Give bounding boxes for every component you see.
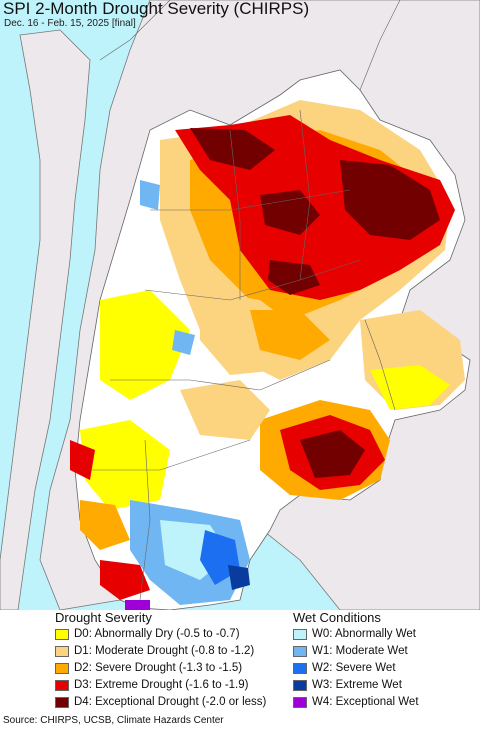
legend-item-d1: D1: Moderate Drought (-0.8 to -1.2)	[55, 643, 254, 659]
legend-item-w4: W4: Exceptional Wet	[293, 694, 419, 710]
legend-item-d2: D2: Severe Drought (-1.3 to -1.5)	[55, 660, 242, 676]
legend-item-d0: D0: Abnormally Dry (-0.5 to -0.7)	[55, 626, 240, 642]
legend-label-d1: D1: Moderate Drought (-0.8 to -1.2)	[74, 645, 255, 657]
swatch-d0	[55, 628, 69, 640]
swatch-d4	[55, 696, 69, 708]
legend-label-d3: D3: Extreme Drought (-1.6 to -1.9)	[74, 679, 249, 691]
wet-legend-heading: Wet Conditions	[293, 610, 381, 625]
wet-patches	[125, 180, 250, 610]
swatch-w0	[293, 628, 307, 640]
swatch-d2	[55, 662, 69, 674]
legend-item-w0: W0: Abnormally Wet	[293, 626, 416, 642]
legend-label-w3: W3: Extreme Wet	[312, 679, 402, 691]
drought-map	[0, 0, 480, 610]
legend-item-d3: D3: Extreme Drought (-1.6 to -1.9)	[55, 677, 248, 693]
drought-legend-heading: Drought Severity	[55, 610, 152, 625]
swatch-d1	[55, 645, 69, 657]
legend-label-d4: D4: Exceptional Drought (-2.0 or less)	[74, 696, 267, 708]
map-subtitle: Dec. 16 - Feb. 15, 2025 [final]	[4, 18, 136, 29]
legend-item-w3: W3: Extreme Wet	[293, 677, 402, 693]
map-title: SPI 2-Month Drought Severity (CHIRPS)	[3, 0, 310, 18]
legend-label-w1: W1: Moderate Wet	[312, 645, 408, 657]
source-credit: Source: CHIRPS, UCSB, Climate Hazards Ce…	[3, 715, 224, 726]
swatch-w3	[293, 679, 307, 691]
legend-label-w0: W0: Abnormally Wet	[312, 628, 416, 640]
legend-label-d0: D0: Abnormally Dry (-0.5 to -0.7)	[74, 628, 240, 640]
legend: Drought Severity D0: Abnormally Dry (-0.…	[0, 610, 480, 710]
swatch-w4	[293, 696, 307, 708]
legend-label-w4: W4: Exceptional Wet	[312, 696, 419, 708]
legend-label-w2: W2: Severe Wet	[312, 662, 396, 674]
admin-borders	[90, 0, 401, 601]
legend-item-w2: W2: Severe Wet	[293, 660, 396, 676]
legend-item-d4: D4: Exceptional Drought (-2.0 or less)	[55, 694, 266, 710]
swatch-d3	[55, 679, 69, 691]
swatch-w1	[293, 645, 307, 657]
swatch-w2	[293, 662, 307, 674]
legend-label-d2: D2: Severe Drought (-1.3 to -1.5)	[74, 662, 243, 674]
legend-item-w1: W1: Moderate Wet	[293, 643, 408, 659]
chile-coast	[0, 29, 91, 610]
